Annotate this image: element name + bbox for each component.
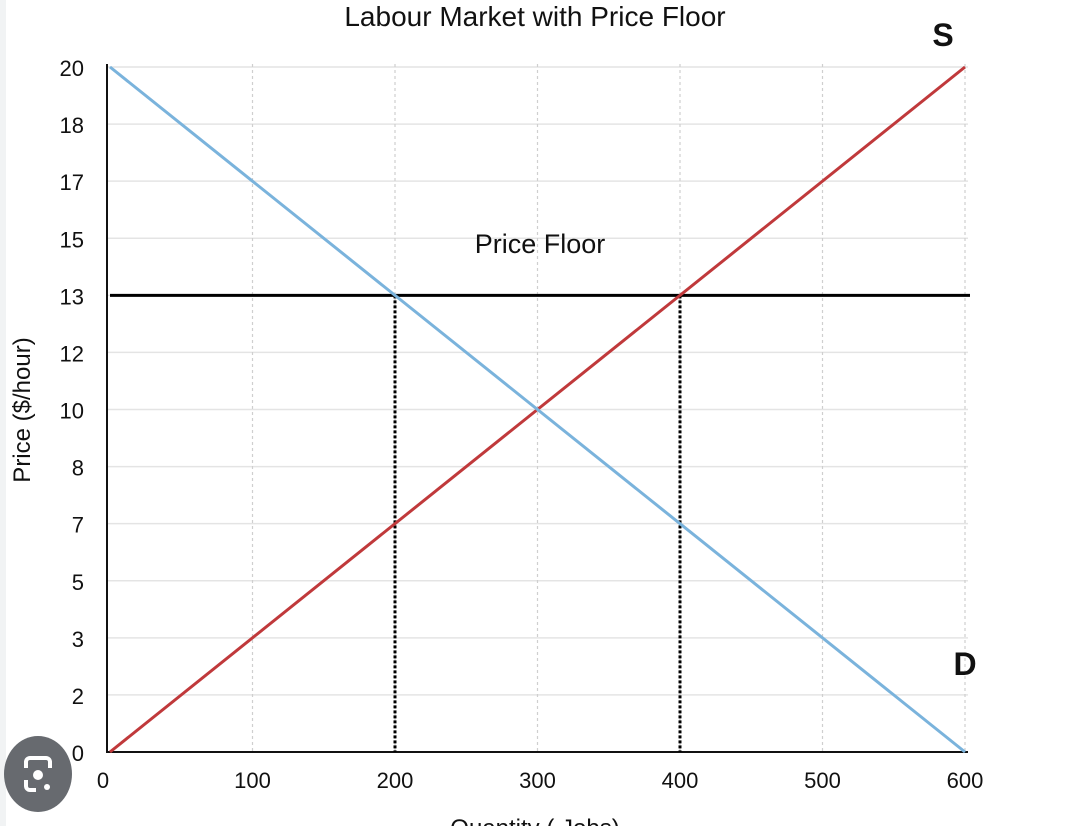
y-tick-label: 20 bbox=[60, 56, 84, 81]
y-tick-label: 18 bbox=[60, 113, 84, 138]
google-lens-button[interactable] bbox=[4, 736, 72, 812]
x-tick-label: 0 bbox=[97, 768, 109, 793]
demand-curve bbox=[109, 65, 966, 754]
y-tick-label: 7 bbox=[72, 513, 84, 538]
y-tick-label: 15 bbox=[60, 227, 84, 252]
y-tick-label: 10 bbox=[60, 399, 84, 424]
y-tick-label: 12 bbox=[60, 341, 84, 366]
y-tick-label: 8 bbox=[72, 456, 84, 481]
y-tick-label: 0 bbox=[72, 741, 84, 766]
y-tick-label: 17 bbox=[60, 170, 84, 195]
chart-title: Labour Market with Price Floor bbox=[344, 1, 725, 32]
supply-label: S bbox=[932, 17, 953, 53]
y-tick-label: 13 bbox=[60, 284, 84, 309]
y-tick-label: 5 bbox=[72, 570, 84, 595]
x-tick-label: 200 bbox=[377, 768, 414, 793]
x-axis-label: Quantity ( Jobs) bbox=[450, 815, 619, 826]
x-tick-label: 600 bbox=[947, 768, 984, 793]
x-tick-label: 300 bbox=[519, 768, 556, 793]
y-tick-label: 2 bbox=[72, 684, 84, 709]
x-tick-label: 100 bbox=[234, 768, 271, 793]
google-lens-icon bbox=[24, 756, 52, 792]
price-floor-label: Price Floor bbox=[475, 229, 606, 259]
x-tick-label: 500 bbox=[804, 768, 841, 793]
left-edge-strip bbox=[0, 0, 6, 826]
y-tick-label: 3 bbox=[72, 627, 84, 652]
x-tick-label: 400 bbox=[662, 768, 699, 793]
y-axis-label: Price ($/hour) bbox=[9, 337, 36, 482]
demand-label: D bbox=[953, 646, 976, 682]
